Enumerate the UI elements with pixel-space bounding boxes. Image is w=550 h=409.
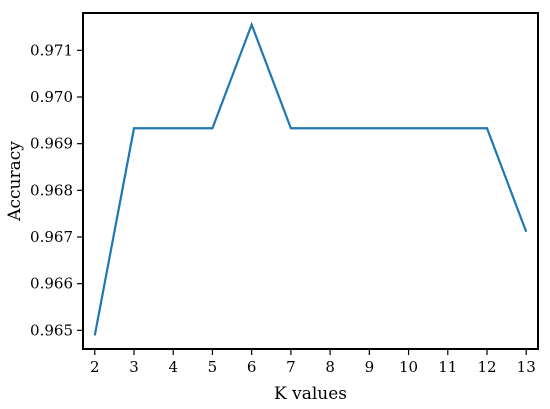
x-tick-label: 7: [286, 358, 296, 376]
series-line: [93, 21, 528, 336]
y-tick-label: 0.969: [30, 135, 73, 153]
x-tick-label: 3: [129, 358, 139, 376]
y-tick-label: 0.970: [30, 88, 73, 106]
x-tick-label: 9: [365, 358, 375, 376]
y-axis-label: Accuracy: [5, 141, 25, 222]
x-axis-label: K values: [274, 384, 347, 404]
x-tick-label: 8: [325, 358, 335, 376]
x-tick-label: 2: [90, 358, 100, 376]
x-tick-label: 11: [438, 358, 457, 376]
x-axis-ticks: 2 3 4 5 6 7 8 9 10 11 12 13: [90, 349, 536, 376]
y-tick-label: 0.971: [30, 41, 73, 59]
x-tick-label: 5: [208, 358, 218, 376]
x-tick-label: 13: [517, 358, 536, 376]
x-tick-label: 12: [477, 358, 496, 376]
y-tick-label: 0.965: [30, 321, 73, 339]
x-tick-label: 10: [399, 358, 418, 376]
y-axis-ticks: 0.965 0.966 0.967 0.968 0.969 0.970 0.971: [30, 41, 83, 339]
x-tick-label: 6: [247, 358, 257, 376]
y-tick-label: 0.967: [30, 228, 73, 246]
plot-frame: [82, 12, 539, 350]
plot-layer: [93, 21, 528, 336]
y-tick-label: 0.968: [30, 181, 73, 199]
x-tick-label: 4: [168, 358, 178, 376]
y-tick-label: 0.966: [30, 275, 73, 293]
